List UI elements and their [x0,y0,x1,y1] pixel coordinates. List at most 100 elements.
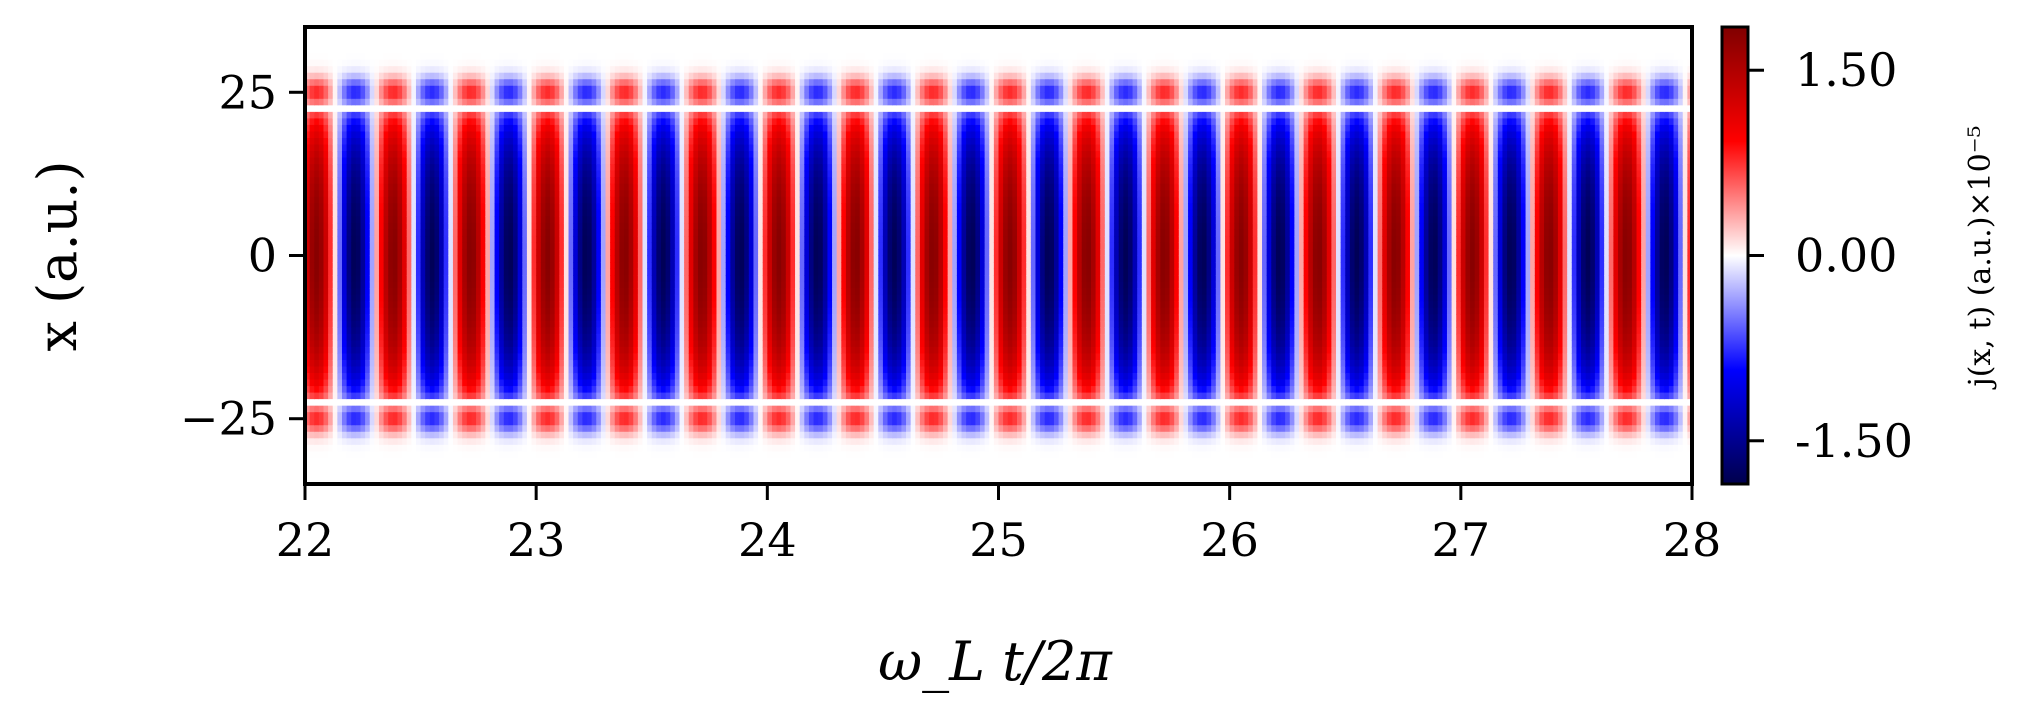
heatmap-cell [596,255,602,263]
heatmap-cell [619,222,625,230]
heatmap-cell [314,190,320,198]
heatmap-cell [485,248,491,257]
heatmap-cell [522,431,528,439]
heatmap-cell [328,268,334,276]
heatmap-cell [369,366,375,374]
heatmap-cell [402,412,408,420]
heatmap-cell [388,105,394,113]
heatmap-cell [494,66,500,74]
heatmap-cell [610,235,616,244]
heatmap-cell [499,92,505,100]
heatmap-cell [378,111,385,119]
heatmap-cell [439,412,445,420]
heatmap-cell [388,248,394,257]
heatmap-cell [536,229,542,237]
heatmap-cell [383,353,389,361]
heatmap-cell [624,216,630,224]
heatmap-cell [305,33,311,41]
heatmap-cell [540,46,547,54]
heatmap-cell [439,301,445,309]
heatmap-cell [466,320,473,328]
heatmap-cell [332,40,338,48]
heatmap-cell [374,444,380,452]
heatmap-cell [568,392,574,400]
heatmap-cell [351,477,357,484]
heatmap-cell [443,216,449,224]
heatmap-cell [554,470,560,479]
heatmap-cell [600,359,607,368]
heatmap-cell [466,425,473,433]
heatmap-cell [554,301,560,309]
heatmap-cell [582,255,588,263]
heatmap-cell [596,124,602,133]
heatmap-cell [457,268,463,276]
heatmap-cell [332,235,338,244]
heatmap-cell [388,444,394,452]
heatmap-cell [499,431,505,439]
heatmap-cell [425,79,431,87]
heatmap-cell [619,209,625,217]
heatmap-cell [582,307,588,315]
heatmap-cell [563,183,570,191]
heatmap-cell [614,72,620,80]
heatmap-cell [392,464,399,472]
heatmap-cell [392,333,399,341]
heatmap-cell [318,216,325,224]
heatmap-cell [554,242,560,250]
heatmap-cell [378,164,385,172]
heatmap-cell [494,111,500,119]
heatmap-cell [415,333,422,341]
heatmap-cell [591,392,597,400]
heatmap-cell [628,72,634,80]
heatmap-cell [508,425,514,433]
heatmap-cell [314,301,320,309]
heatmap-cell [434,412,440,420]
heatmap-cell [508,359,514,368]
heatmap-cell [462,373,468,381]
heatmap-cell [305,464,311,472]
heatmap-cell [314,333,320,341]
heatmap-cell [434,242,440,250]
heatmap-cell [443,105,449,113]
heatmap-cell [346,72,352,80]
heatmap-cell [346,405,352,413]
heatmap-cell [503,275,510,283]
heatmap-cell [392,27,399,35]
heatmap-cell [503,301,510,309]
heatmap-cell [466,151,473,159]
heatmap-cell [388,40,394,48]
heatmap-cell [374,470,380,479]
heatmap-cell [471,46,477,54]
heatmap-cell [489,262,496,270]
heatmap-cell [351,320,357,328]
heatmap-cell [411,359,417,368]
heatmap-cell [314,464,320,472]
heatmap-cell [351,40,357,48]
heatmap-cell [614,268,620,276]
heatmap-cell [337,33,343,41]
heatmap-cell [610,98,616,106]
heatmap-cell [305,131,311,139]
heatmap-cell [383,144,389,152]
heatmap-cell [332,183,338,191]
heatmap-cell [305,373,311,381]
heatmap-cell [526,288,533,296]
heatmap-cell [540,431,547,439]
heatmap-cell [540,255,547,263]
heatmap-cell [457,46,463,54]
heatmap-cell [411,216,417,224]
heatmap-cell [369,190,375,198]
heatmap-cell [536,209,542,217]
heatmap-cell [439,235,445,244]
heatmap-cell [406,229,412,237]
heatmap-cell [628,301,634,309]
heatmap-cell [573,72,579,80]
heatmap-cell [462,229,468,237]
heatmap-cell [513,340,519,348]
heatmap-cell [614,399,620,407]
heatmap-cell [550,320,556,328]
heatmap-cell [328,431,334,439]
heatmap-cell [383,327,389,335]
heatmap-cell [355,438,362,446]
heatmap-cell [406,340,412,348]
